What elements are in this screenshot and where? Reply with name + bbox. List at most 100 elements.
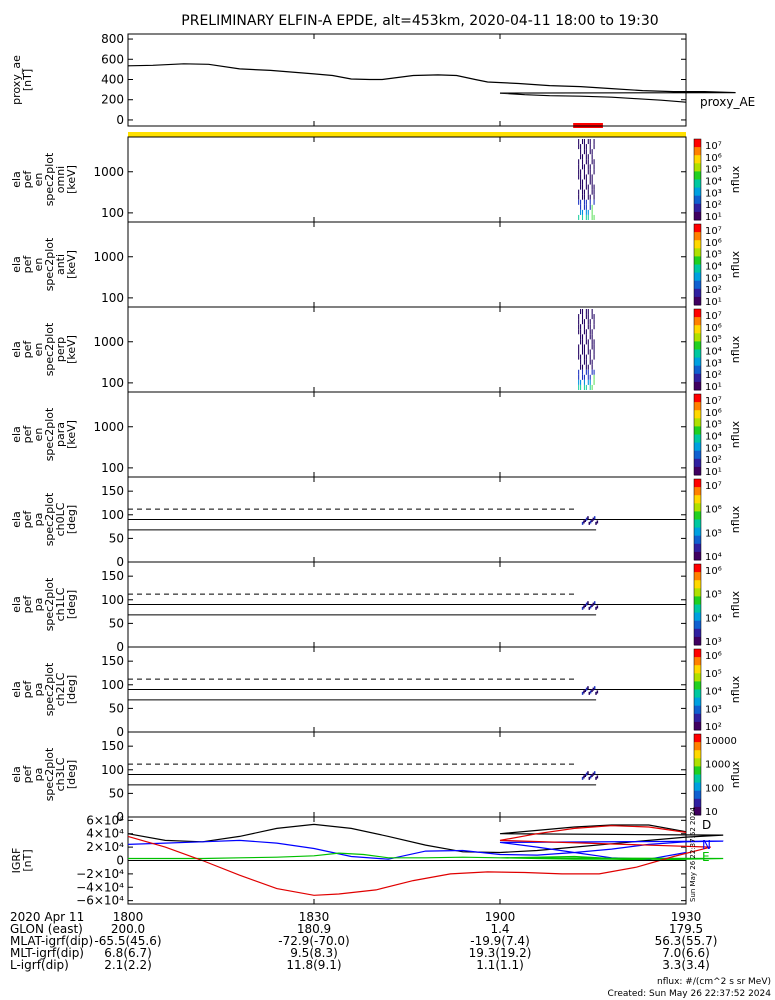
y-axis-label-line: [deg] bbox=[65, 675, 78, 704]
spectrogram-pixel bbox=[593, 374, 595, 380]
colorbar-segment bbox=[694, 309, 701, 318]
colorbar-segment bbox=[694, 139, 701, 148]
spectrogram-pixel bbox=[591, 174, 593, 180]
colorbar-frame bbox=[693, 393, 702, 476]
spectrogram-pixel bbox=[591, 329, 593, 335]
colorbar-segment bbox=[694, 798, 701, 808]
spectrogram-pixel bbox=[581, 314, 584, 320]
spectrogram-pixel bbox=[593, 139, 595, 145]
colorbar-frame bbox=[693, 733, 702, 816]
pa-pixel bbox=[581, 776, 584, 780]
spectrogram-pixel bbox=[591, 369, 593, 375]
spectrogram-pixel bbox=[589, 384, 591, 390]
panel-frame bbox=[127, 306, 687, 393]
pa-pixel bbox=[585, 517, 588, 521]
colorbar-segment bbox=[694, 381, 701, 391]
colorbar-segment bbox=[694, 410, 701, 419]
pa-pixel bbox=[584, 689, 587, 693]
colorbar-tick-label: 10⁷ bbox=[705, 141, 722, 152]
colorbar-segment bbox=[694, 280, 701, 290]
spectrogram-pixel bbox=[581, 309, 584, 315]
spectrogram-pixel bbox=[587, 324, 589, 330]
panel-frame bbox=[127, 391, 687, 478]
colorbar-segment bbox=[694, 256, 701, 265]
spectrogram-pixel bbox=[587, 189, 589, 195]
spectrogram-pixel bbox=[578, 344, 580, 350]
pa-pixel bbox=[588, 606, 591, 610]
colorbar-segment bbox=[694, 365, 701, 375]
colorbar-segment bbox=[694, 349, 701, 359]
spectrogram-pixel bbox=[583, 149, 585, 155]
colorbar-tick-label: 10⁶ bbox=[705, 153, 722, 164]
spectrogram-pixel bbox=[580, 359, 582, 365]
spectrogram-pixel bbox=[583, 164, 585, 170]
y-axis-label-line: [keV] bbox=[65, 165, 78, 194]
colorbar-segment bbox=[694, 458, 701, 468]
spectrogram-pixel bbox=[587, 139, 589, 145]
pa-pixel bbox=[587, 516, 589, 520]
colorbar-segment bbox=[694, 466, 701, 476]
x-row-value: 3.3(3.4) bbox=[662, 958, 710, 972]
pa-pixel bbox=[596, 690, 599, 694]
colorbar-tick-label: 10⁵ bbox=[705, 165, 722, 176]
spectrogram-pixel bbox=[578, 349, 580, 355]
spectrogram-pixel bbox=[580, 324, 582, 330]
colorbar-segment bbox=[694, 487, 701, 496]
spectrogram-pixel bbox=[581, 189, 584, 195]
colorbar-tick-label: 10 bbox=[705, 807, 718, 818]
colorbar-segment bbox=[694, 264, 701, 274]
colorbar-tick-label: 10⁶ bbox=[705, 408, 722, 419]
series-line-N bbox=[127, 839, 724, 860]
pa-pixel bbox=[593, 771, 596, 775]
pa-pixel bbox=[589, 520, 592, 524]
spectrogram-pixel bbox=[580, 199, 582, 205]
y-axis-label-line: en bbox=[32, 343, 45, 357]
pa-pixel bbox=[585, 687, 588, 691]
spectrogram-pixel bbox=[589, 359, 591, 365]
pa-pixel bbox=[587, 771, 589, 775]
spectrogram-pixel bbox=[593, 184, 595, 190]
y-axis-label-line: ela bbox=[10, 511, 23, 528]
pa-pixel bbox=[583, 690, 585, 694]
spectrogram-pixel bbox=[581, 374, 584, 380]
spectrogram-pixel bbox=[591, 209, 593, 215]
series-line-D bbox=[127, 823, 724, 854]
y-axis-label-line: ela bbox=[10, 766, 23, 783]
colorbar-segment bbox=[694, 317, 701, 326]
pa-pixel bbox=[591, 519, 593, 523]
pa-pixel bbox=[591, 689, 593, 693]
y-tick-label: 100 bbox=[101, 461, 124, 475]
spectrogram-pixel bbox=[578, 369, 580, 375]
spectrogram-pixel bbox=[587, 369, 589, 375]
panel-spec_omni: 1000100elapefenspec2plotomni[keV]10⁷10⁶1… bbox=[10, 136, 742, 223]
spectrogram-pixel bbox=[583, 194, 585, 200]
y-axis-label-line: perp bbox=[54, 337, 67, 362]
spectrogram-pixel bbox=[583, 359, 585, 365]
spectrogram-pixel bbox=[593, 159, 595, 165]
y-axis-label-line: spec2plot bbox=[43, 407, 56, 461]
pa-pixel bbox=[587, 601, 589, 605]
colorbar-tick-label: 10⁷ bbox=[705, 481, 722, 492]
y-axis-label-line: [keV] bbox=[65, 335, 78, 364]
colorbar-tick-label: 10² bbox=[705, 370, 722, 381]
spectrogram-pixel bbox=[585, 314, 587, 320]
spectrogram-pixel bbox=[585, 339, 587, 345]
spectrogram-pixel bbox=[578, 169, 580, 175]
colorbar-segment bbox=[694, 224, 701, 233]
spectrogram-pixel bbox=[585, 174, 587, 180]
colorbar-segment bbox=[694, 232, 701, 241]
spectrogram-pixel bbox=[580, 179, 582, 185]
footer-created: Created: Sun May 26 22:37:52 2024 bbox=[608, 989, 772, 999]
spectrogram-pixel bbox=[585, 144, 587, 150]
x-row-value: 6.8(6.7) bbox=[104, 946, 152, 960]
colorbar-tick-label: 10⁷ bbox=[705, 396, 722, 407]
colorbar-segment bbox=[694, 766, 701, 775]
x-row-value: 1.4 bbox=[490, 922, 509, 936]
pa-pixel bbox=[593, 686, 596, 690]
spectrogram-pixel bbox=[581, 339, 584, 345]
x-row-value: 1930 bbox=[671, 910, 702, 924]
y-axis-label-line: en bbox=[32, 428, 45, 442]
x-row-value: 11.8(9.1) bbox=[286, 958, 341, 972]
spectrogram-pixel bbox=[580, 149, 582, 155]
